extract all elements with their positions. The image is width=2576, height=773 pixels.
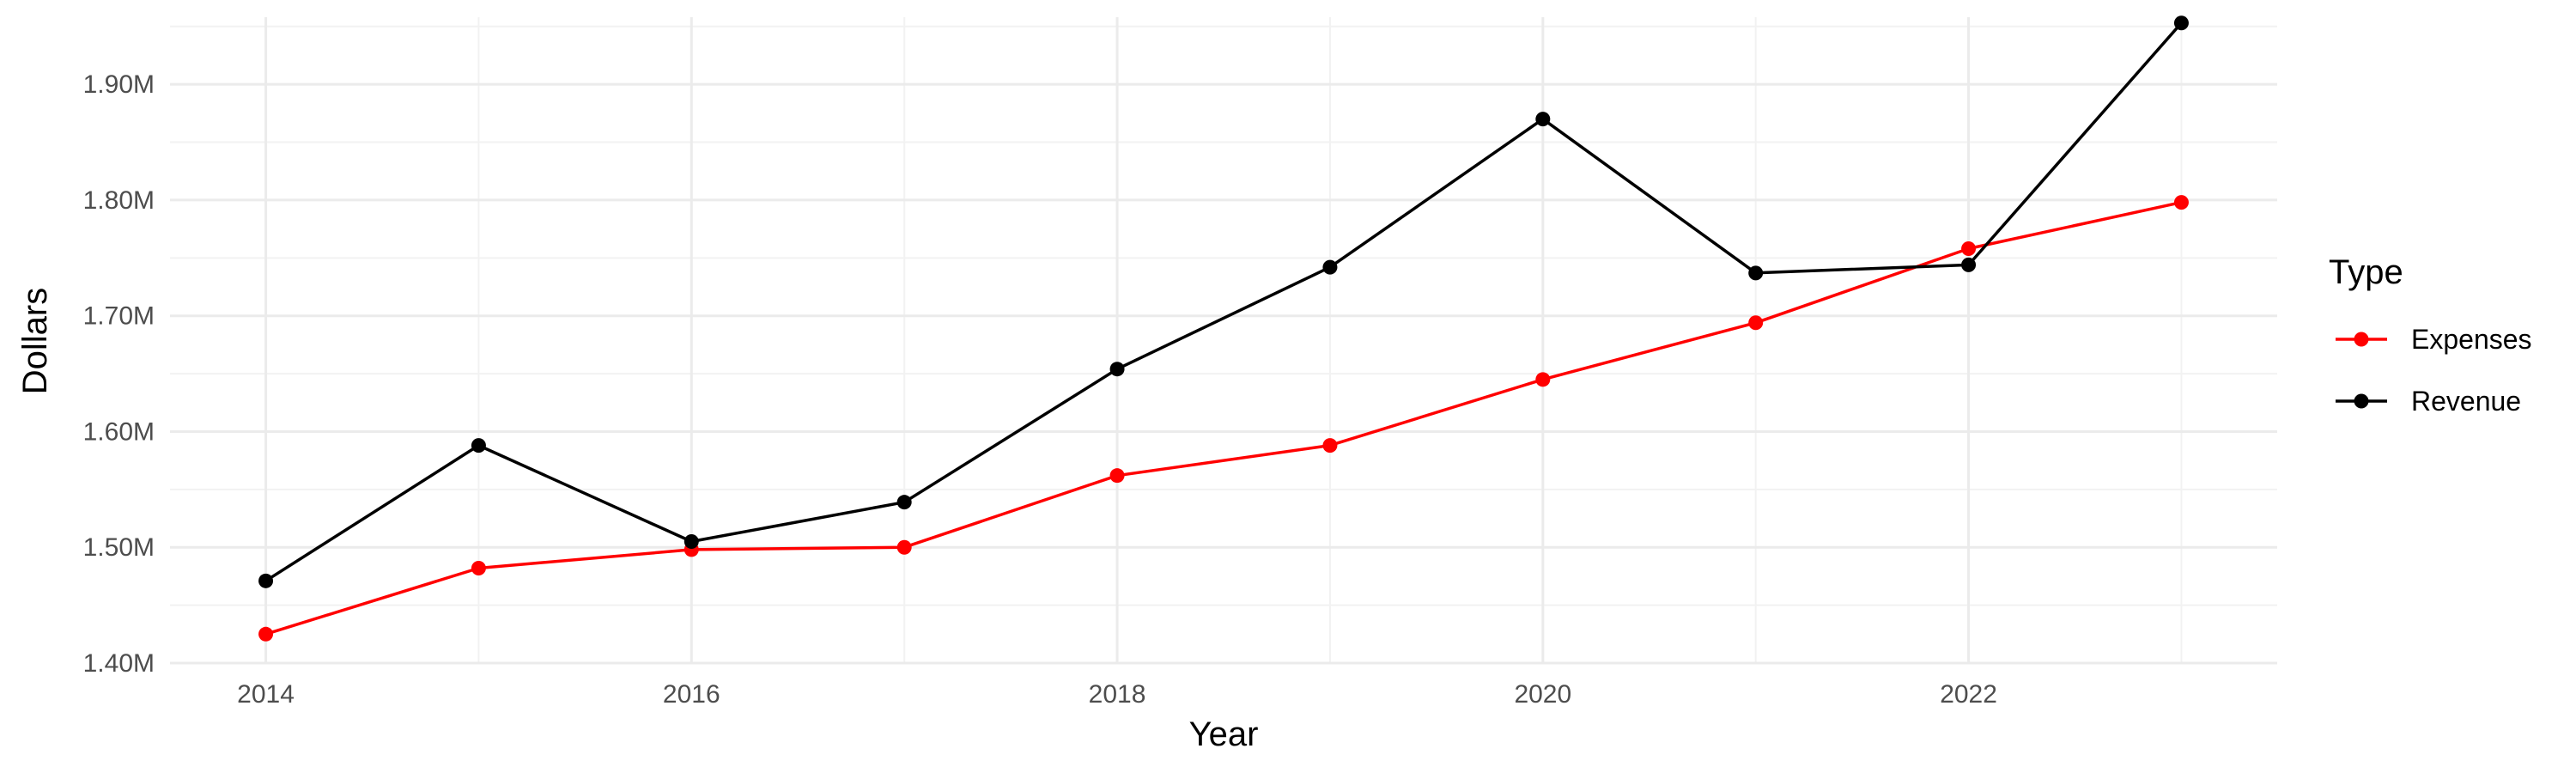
x-tick-label: 2016 bbox=[663, 680, 720, 709]
revenue-line bbox=[264, 21, 2183, 582]
legend-item-revenue: Revenue bbox=[2336, 386, 2521, 417]
y-tick-label: 1.40M bbox=[83, 649, 155, 678]
x-tick-label: 2020 bbox=[1514, 680, 1571, 709]
revenue-point bbox=[1535, 112, 1551, 127]
expenses-point bbox=[1535, 372, 1551, 387]
expenses-point bbox=[896, 539, 912, 555]
x-tick-label: 2014 bbox=[237, 680, 295, 709]
y-tick-label: 1.90M bbox=[83, 70, 155, 99]
revenue-point bbox=[258, 573, 274, 588]
expenses-point bbox=[1748, 315, 1764, 331]
y-axis-ticks: 1.40M 1.50M 1.60M 1.70M 1.80M 1.90M bbox=[83, 70, 155, 678]
expenses-point bbox=[258, 626, 274, 642]
minor-gridlines bbox=[170, 17, 2277, 663]
major-gridlines bbox=[170, 17, 2277, 665]
series-revenue bbox=[258, 15, 2189, 588]
expenses-point bbox=[1961, 241, 1977, 257]
y-tick-label: 1.50M bbox=[83, 533, 155, 562]
legend-title: Type bbox=[2329, 253, 2403, 291]
revenue-point bbox=[1109, 362, 1125, 377]
revenue-point bbox=[896, 495, 912, 510]
revenue-point bbox=[1961, 257, 1977, 272]
x-axis-title: Year bbox=[1189, 715, 1259, 753]
legend-key-point bbox=[2354, 393, 2369, 409]
expenses-point bbox=[1109, 468, 1125, 484]
revenue-point bbox=[471, 438, 486, 453]
legend-item-expenses: Expenses bbox=[2336, 324, 2532, 355]
expenses-point bbox=[471, 560, 486, 575]
legend: Type Expenses Revenue bbox=[2329, 253, 2532, 417]
revenue-point bbox=[1748, 265, 1764, 281]
revenue-point bbox=[2173, 15, 2189, 31]
x-tick-label: 2018 bbox=[1089, 680, 1146, 709]
y-tick-label: 1.70M bbox=[83, 302, 155, 331]
expenses-point bbox=[2173, 195, 2189, 210]
expenses-point bbox=[1322, 438, 1338, 453]
y-tick-label: 1.80M bbox=[83, 186, 155, 215]
y-axis-title: Dollars bbox=[16, 288, 54, 394]
x-tick-label: 2022 bbox=[1940, 680, 1997, 709]
y-tick-label: 1.60M bbox=[83, 417, 155, 446]
legend-label: Expenses bbox=[2411, 324, 2532, 355]
legend-items: Expenses Revenue bbox=[2336, 324, 2532, 417]
revenue-point bbox=[1322, 259, 1338, 275]
series-layer bbox=[258, 15, 2189, 642]
expenses-line bbox=[264, 200, 2182, 636]
legend-label: Revenue bbox=[2411, 386, 2521, 417]
revenue-point bbox=[683, 533, 699, 549]
series-expenses bbox=[258, 195, 2189, 642]
legend-key-point bbox=[2354, 332, 2369, 347]
x-axis-ticks: 2014 2016 2018 2020 2022 bbox=[237, 680, 1997, 709]
